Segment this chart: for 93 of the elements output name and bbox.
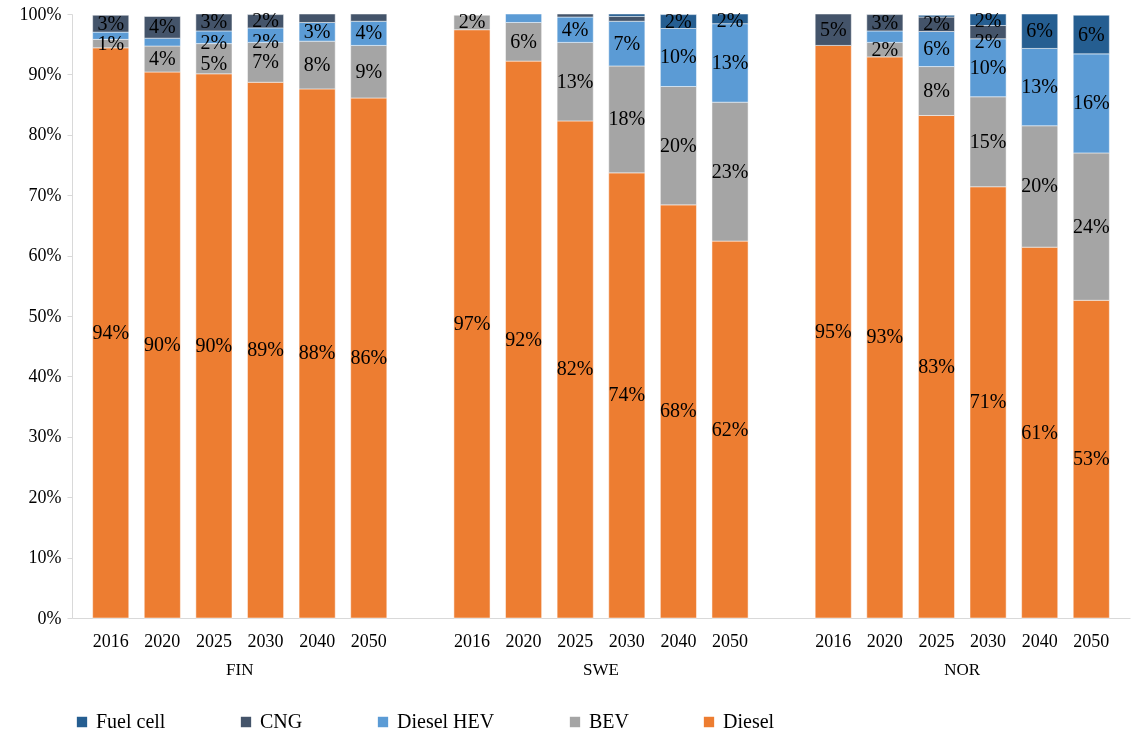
data-label: 8% <box>923 79 950 102</box>
data-label: 20% <box>660 133 697 156</box>
x-tick-label: 2025 <box>557 630 594 651</box>
data-label: 2% <box>974 29 1002 52</box>
legend-label: Diesel <box>723 710 775 732</box>
y-tick-label: 0% <box>37 607 62 628</box>
data-label: 9% <box>355 59 383 82</box>
data-label: 16% <box>1072 91 1110 114</box>
data-label: 6% <box>923 37 950 60</box>
x-tick-label: 2050 <box>350 630 387 651</box>
y-tick-label: 70% <box>28 184 62 205</box>
data-label: 71% <box>969 390 1007 413</box>
data-label: 6% <box>510 29 537 52</box>
legend-label: Fuel cell <box>96 710 166 732</box>
x-tick-label: 2016 <box>815 630 852 651</box>
data-label: 4% <box>355 21 383 44</box>
data-label: 5% <box>819 17 847 40</box>
x-tick-label: 2050 <box>712 630 749 651</box>
data-label: 68% <box>660 399 697 422</box>
data-label: 6% <box>1077 22 1105 45</box>
x-tick-label: 2016 <box>92 630 129 651</box>
legend-label: CNG <box>260 710 303 732</box>
x-tick-label: 2016 <box>453 630 490 651</box>
y-tick-label: 60% <box>28 245 62 266</box>
data-label: 93% <box>866 325 904 348</box>
y-tick-label: 80% <box>28 124 62 145</box>
data-label: 4% <box>148 47 176 69</box>
data-label: 2% <box>665 9 692 32</box>
x-tick-label: 2030 <box>608 630 645 651</box>
x-tick-label: 2020 <box>144 630 181 651</box>
data-label: 10% <box>969 55 1007 78</box>
data-label: 74% <box>608 383 646 406</box>
data-label: 94% <box>92 320 130 343</box>
data-label: 90% <box>195 333 233 356</box>
data-label: 2% <box>252 29 279 52</box>
y-tick-label: 40% <box>28 365 62 386</box>
data-label: 10% <box>660 45 697 68</box>
data-label: 92% <box>505 327 542 350</box>
data-label: 13% <box>1021 75 1059 98</box>
data-label: 7% <box>252 50 279 73</box>
data-label: 5% <box>200 51 228 74</box>
text: FIN <box>226 660 254 679</box>
y-tick-label: 20% <box>28 486 62 507</box>
data-label: 95% <box>814 319 852 342</box>
x-tick-label: 2025 <box>195 630 232 651</box>
x-tick-label: 2030 <box>247 630 284 651</box>
data-label: 15% <box>969 129 1007 152</box>
y-tick-label: 100% <box>19 3 62 24</box>
data-label: 2% <box>923 12 950 35</box>
legend-label: Diesel HEV <box>397 710 495 732</box>
data-label: 88% <box>298 341 336 364</box>
x-tick-label: 2050 <box>1073 630 1110 651</box>
data-label: 13% <box>556 69 594 92</box>
data-label: 4% <box>148 15 176 38</box>
y-tick-label: 30% <box>28 426 62 447</box>
x-tick-label: 2030 <box>970 630 1007 651</box>
data-label: 2% <box>458 10 486 33</box>
data-label: 90% <box>143 332 181 355</box>
data-label: 3% <box>97 11 125 34</box>
data-label: 23% <box>711 159 749 182</box>
data-label: 2% <box>252 9 279 32</box>
legend-label: BEV <box>589 710 630 732</box>
data-label: 18% <box>608 107 646 130</box>
data-label: 86% <box>350 345 388 368</box>
data-label: 82% <box>556 357 594 380</box>
text: SWE <box>583 660 619 679</box>
data-label: 6% <box>1026 19 1054 42</box>
data-label: 2% <box>871 37 899 60</box>
data-label: 3% <box>200 10 228 33</box>
data-label: 8% <box>303 53 331 76</box>
y-tick-label: 90% <box>28 63 62 84</box>
data-label: 7% <box>613 31 641 54</box>
data-label: 2% <box>200 30 228 53</box>
x-tick-label: 2020 <box>866 630 903 651</box>
data-label: 61% <box>1021 420 1059 443</box>
x-tick-label: 2040 <box>660 630 697 651</box>
y-tick-label: 50% <box>28 305 62 326</box>
y-tick-label: 10% <box>28 547 62 568</box>
data-label: 3% <box>303 19 331 42</box>
data-label: 3% <box>871 10 899 33</box>
data-label: 62% <box>711 417 749 440</box>
x-tick-label: 2020 <box>505 630 542 651</box>
text: NOR <box>944 660 981 679</box>
x-tick-label: 2040 <box>299 630 336 651</box>
data-label: 53% <box>1072 447 1110 470</box>
data-label: 1% <box>97 32 125 55</box>
data-label: 4% <box>561 17 589 40</box>
data-label: 97% <box>453 311 491 334</box>
data-label: 20% <box>1021 174 1059 197</box>
x-tick-label: 2040 <box>1021 630 1058 651</box>
data-label: 13% <box>711 50 749 73</box>
x-tick-label: 2025 <box>918 630 955 651</box>
data-label: 24% <box>1072 214 1110 237</box>
